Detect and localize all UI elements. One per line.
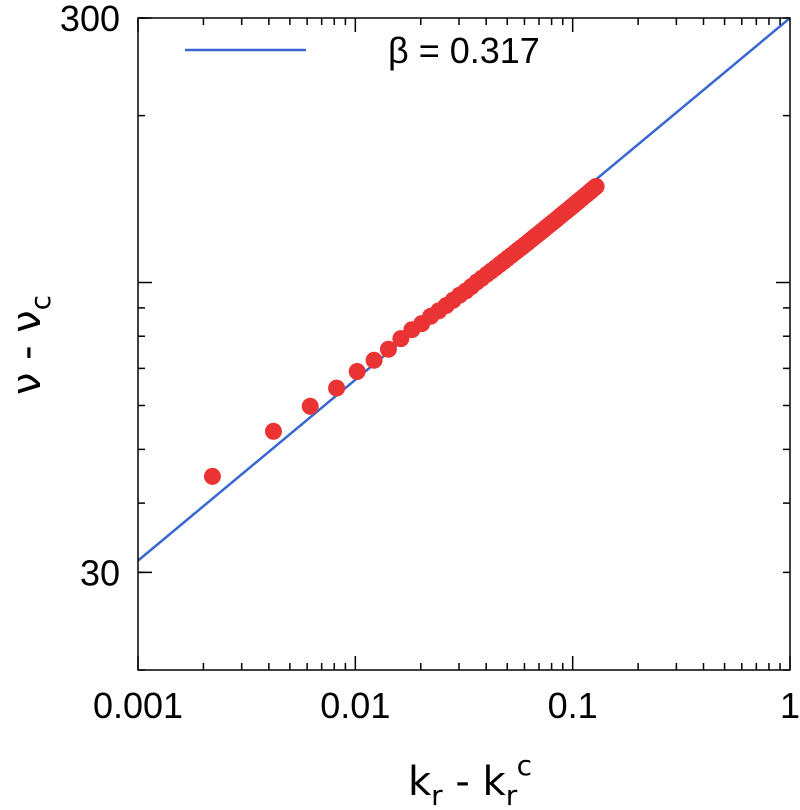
data-point: [301, 397, 319, 415]
legend-label: β = 0.317: [388, 30, 540, 71]
plot-frame: [137, 17, 791, 671]
y-tick-label: 300: [60, 0, 120, 39]
x-tick-label: 0.01: [320, 685, 390, 726]
x-tick-label: 0.001: [93, 685, 183, 726]
x-tick-label: 1: [780, 685, 800, 726]
data-point: [587, 177, 605, 195]
legend: β = 0.317: [185, 30, 540, 71]
data-point: [365, 351, 383, 369]
x-axis-title: kr - krc: [408, 749, 532, 810]
data-point: [379, 340, 397, 358]
data-point: [348, 362, 366, 380]
x-tick-label: 0.1: [548, 685, 598, 726]
y-tick-label: 30: [80, 552, 120, 593]
data-point: [203, 467, 221, 485]
axes: 0.001 0.01 0.1 1 30 300: [60, 0, 800, 726]
data-point: [328, 379, 346, 397]
data-point: [264, 422, 282, 440]
y-axis-title: ν - νc: [4, 295, 57, 395]
plot-area: [138, 18, 790, 562]
